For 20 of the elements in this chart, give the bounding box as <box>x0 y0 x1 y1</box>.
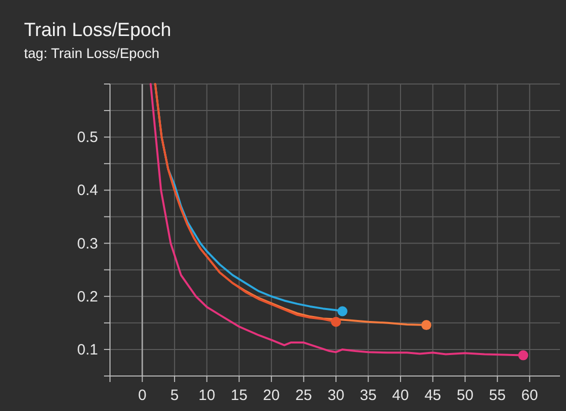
x-tick-label: 15 <box>230 387 248 404</box>
x-tick-label: 0 <box>138 387 146 404</box>
x-tick-label: 40 <box>392 387 409 404</box>
y-tick-label: 0.4 <box>77 182 98 200</box>
x-tick-label: 20 <box>263 387 280 404</box>
x-tick-label: 55 <box>489 387 506 404</box>
y-tick-label: 0.3 <box>77 235 98 252</box>
x-tick-label: 5 <box>170 387 179 404</box>
x-tick-label: 50 <box>456 387 474 404</box>
y-tick-label: 0.5 <box>77 129 98 146</box>
chart-title: Train Loss/Epoch <box>24 20 172 41</box>
chart-subtitle: tag: Train Loss/Epoch <box>24 45 160 61</box>
x-tick-label: 60 <box>521 387 538 404</box>
x-tick-label: 10 <box>198 387 216 404</box>
x-tick-label: 35 <box>360 387 377 404</box>
y-tick-label: 0.1 <box>77 341 98 358</box>
x-tick-label: 25 <box>295 387 312 404</box>
x-tick-label: 45 <box>424 387 442 404</box>
y-tick-label: 0.2 <box>77 288 98 306</box>
x-tick-label: 30 <box>328 387 344 404</box>
